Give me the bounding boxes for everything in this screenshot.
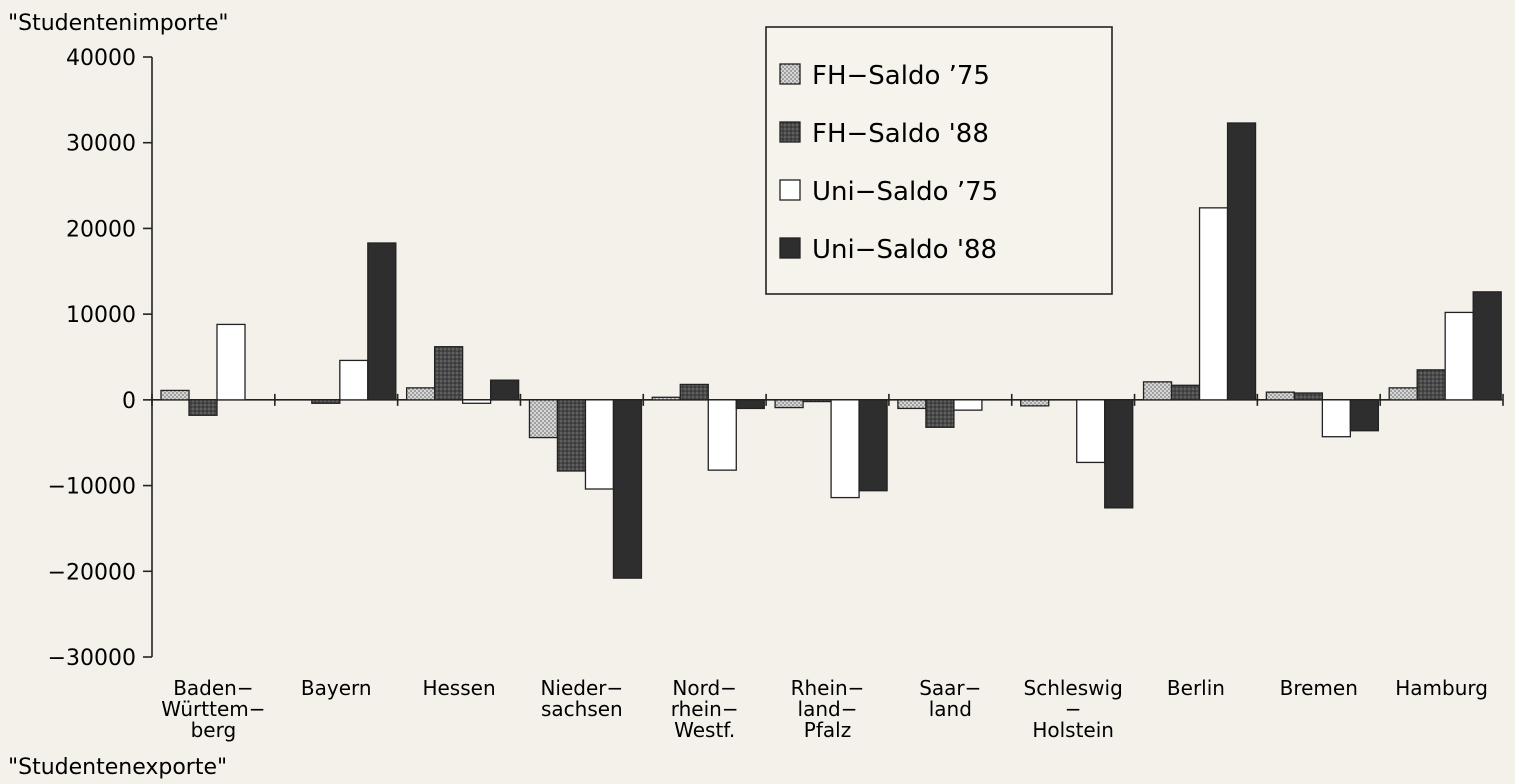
- bar: [774, 399, 804, 409]
- y-tick-label: 10000: [66, 303, 136, 328]
- bar: [830, 399, 860, 499]
- bar: [405, 387, 436, 401]
- bar: [528, 399, 559, 439]
- bar: [489, 379, 520, 401]
- y-tick-label: 0: [122, 389, 136, 414]
- category-label: Nord− rhein− Westf.: [671, 676, 739, 742]
- category-label: Bayern: [301, 676, 372, 700]
- bar: [1349, 399, 1380, 432]
- bar: [612, 399, 643, 579]
- bar: [1265, 391, 1296, 401]
- bar: [651, 396, 681, 401]
- bar: [1142, 381, 1173, 401]
- bar: [556, 399, 587, 472]
- legend-label: FH−Saldo '88: [812, 119, 989, 149]
- bar: [1321, 399, 1352, 438]
- bar: [367, 242, 397, 401]
- bar: [1104, 399, 1134, 509]
- category-label: Bremen: [1280, 676, 1358, 700]
- bar: [311, 399, 341, 404]
- bar: [216, 323, 246, 401]
- bar: [1416, 369, 1446, 401]
- bar: [735, 399, 765, 410]
- category-label: Berlin: [1167, 676, 1225, 700]
- bar: [858, 399, 888, 492]
- legend-swatch: [779, 179, 801, 201]
- y-tick-label: 20000: [66, 217, 136, 242]
- legend-swatch: [779, 237, 801, 259]
- legend-swatch: [779, 121, 801, 143]
- bar: [584, 399, 615, 490]
- legend: FH−Saldo ’75 FH−Saldo '88 Uni−Saldo ’75 Uni…: [765, 26, 1113, 295]
- bar: [339, 359, 369, 401]
- category-labels: Baden− Württem− berg Bayern Hessen Nieder− sac…: [161, 676, 1488, 742]
- bar: [1472, 291, 1502, 401]
- legend-label: Uni−Saldo ’75: [812, 177, 998, 207]
- y-tick-label: −20000: [48, 560, 136, 585]
- bar: [707, 399, 737, 471]
- bar: [802, 399, 832, 403]
- category-label: Nieder− sachsen: [540, 676, 623, 721]
- bar: [953, 399, 983, 411]
- y-axis: 40000 30000 20000 10000 0 −10000 −20000 −30000: [48, 46, 153, 671]
- bar: [433, 346, 464, 401]
- bar: [1198, 207, 1229, 401]
- category-label: Saar− land: [919, 676, 981, 721]
- y-tick-label: 40000: [66, 46, 136, 71]
- y-axis-title-bottom: "Studentenexporte": [8, 755, 227, 780]
- bar: [1020, 399, 1050, 407]
- bar: [461, 399, 492, 404]
- legend-label: FH−Saldo ’75: [812, 61, 990, 91]
- y-axis-title-top: "Studentenimporte": [8, 11, 229, 36]
- bar: [188, 399, 218, 416]
- legend-label: Uni−Saldo '88: [812, 235, 997, 265]
- y-tick-label: −30000: [48, 646, 136, 671]
- bar: [925, 399, 955, 428]
- bars: [160, 122, 1502, 579]
- category-label: Baden− Württem− berg: [161, 676, 265, 742]
- legend-swatch: [779, 63, 801, 85]
- category-label: Rhein− land− Pfalz: [791, 676, 865, 742]
- bar: [897, 399, 927, 410]
- bar: [1388, 387, 1418, 401]
- bar: [1226, 122, 1257, 401]
- category-label: Schleswig − Holstein: [1024, 676, 1123, 742]
- bar: [1444, 311, 1474, 401]
- y-tick-label: 30000: [66, 132, 136, 157]
- bar: [1076, 399, 1106, 464]
- y-tick-label: −10000: [48, 475, 136, 500]
- legend-box: [765, 26, 1113, 295]
- bar: [160, 389, 190, 401]
- bar: [679, 383, 709, 401]
- category-label: Hamburg: [1395, 676, 1488, 700]
- category-label: Hessen: [422, 676, 495, 700]
- bar: [1170, 384, 1201, 401]
- bar: [1293, 392, 1324, 401]
